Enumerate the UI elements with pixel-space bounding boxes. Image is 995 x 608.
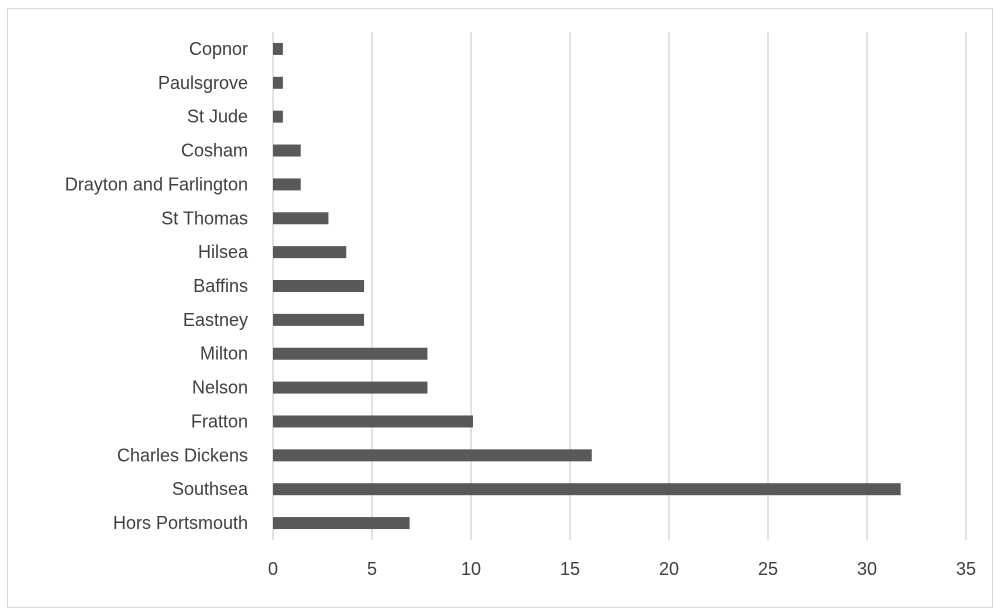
chart-area — [7, 8, 993, 608]
bar — [273, 178, 301, 191]
bar — [273, 110, 283, 123]
category-label: Milton — [200, 344, 248, 364]
bar — [273, 212, 329, 225]
x-tick-label: 10 — [461, 559, 481, 579]
bar — [273, 246, 347, 259]
category-label: Drayton and Farlington — [65, 174, 248, 194]
category-label: Paulsgrove — [158, 73, 248, 93]
category-label: Charles Dickens — [117, 445, 248, 465]
category-label: Nelson — [192, 378, 248, 398]
bar — [273, 76, 283, 89]
category-label: Southsea — [172, 479, 249, 499]
bars — [273, 42, 901, 530]
bar — [273, 313, 365, 326]
bar — [273, 280, 365, 292]
category-label: Fratton — [191, 411, 248, 431]
bar — [273, 483, 901, 496]
x-tick-label: 15 — [560, 559, 580, 579]
bar — [273, 517, 410, 530]
category-label: St Jude — [187, 107, 248, 127]
category-label: Copnor — [189, 39, 248, 59]
bar — [273, 42, 283, 55]
x-tick-label: 0 — [268, 559, 278, 579]
x-axis-tick-labels: 0 5 10 15 20 25 30 35 — [268, 559, 976, 579]
x-tick-label: 30 — [857, 559, 877, 579]
bar — [273, 347, 428, 360]
x-tick-label: 5 — [367, 559, 377, 579]
bar — [273, 415, 473, 428]
x-tick-label: 20 — [659, 559, 679, 579]
category-label: Hors Portsmouth — [113, 513, 248, 533]
category-labels: Hors Portsmouth Southsea Charles Dickens Fr… — [65, 39, 249, 533]
x-tick-label: 25 — [758, 559, 778, 579]
x-tick-label: 35 — [956, 559, 976, 579]
category-label: Cosham — [181, 141, 248, 161]
category-label: Hilsea — [198, 242, 249, 262]
bar — [273, 144, 301, 157]
category-label: St Thomas — [161, 208, 248, 228]
category-label: Eastney — [183, 310, 248, 330]
bar — [273, 449, 592, 462]
bar-chart: Hors Portsmouth Southsea Charles Dickens Fr… — [65, 32, 976, 579]
gridlines — [272, 32, 967, 540]
bar — [273, 381, 428, 394]
category-label: Baffins — [193, 276, 248, 296]
